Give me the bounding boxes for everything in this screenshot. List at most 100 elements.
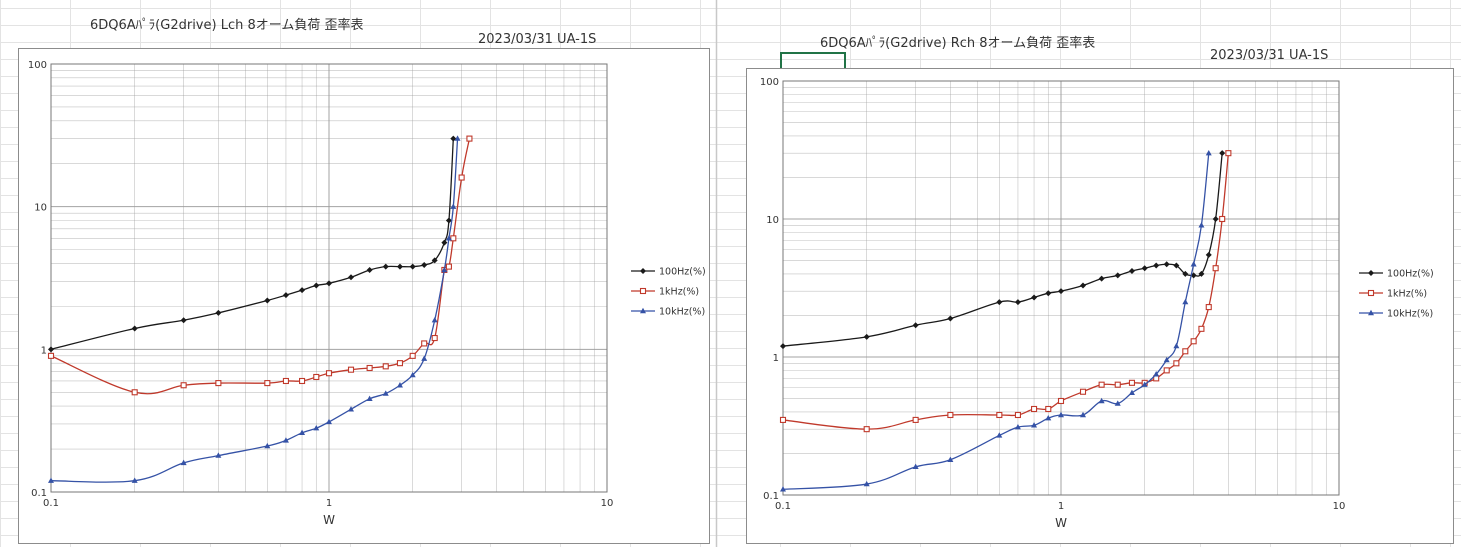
data-point-100hz <box>1114 272 1121 279</box>
data-point-100hz <box>1190 272 1197 279</box>
left-sheet-date: 2023/03/31 UA-1S <box>478 32 597 47</box>
legend-label-100hz: 100Hz(%) <box>1387 269 1434 280</box>
series-line-10khz <box>50 138 459 483</box>
data-point-10khz <box>780 486 786 492</box>
data-point-1khz <box>450 235 457 242</box>
legend-marker-100hz <box>1368 270 1374 276</box>
data-point-1khz <box>912 416 919 423</box>
data-point-100hz <box>996 299 1003 306</box>
data-point-1khz <box>1045 405 1052 413</box>
data-point-100hz <box>382 263 389 270</box>
x-tick-label: 10 <box>1333 501 1346 512</box>
series-line-100hz <box>50 138 454 350</box>
data-point-100hz <box>441 239 448 246</box>
data-point-10khz <box>48 477 54 483</box>
y-tick-label: 10 <box>34 203 47 214</box>
data-point-10khz <box>947 456 954 462</box>
data-point-1khz <box>1014 411 1021 419</box>
data-point-1khz <box>1098 381 1105 388</box>
y-tick-label: 0.1 <box>763 491 779 502</box>
data-point-1khz <box>180 382 187 389</box>
data-point-100hz <box>215 309 222 316</box>
data-point-1khz <box>1173 360 1180 367</box>
x-tick-label: 0.1 <box>775 501 791 512</box>
data-point-1khz <box>47 352 55 359</box>
data-point-10khz <box>348 406 355 412</box>
legend-item-100hz: 100Hz(%) <box>1359 269 1434 280</box>
data-point-10khz <box>409 371 416 378</box>
data-point-1khz <box>431 334 438 342</box>
data-point-100hz <box>450 135 457 142</box>
data-point-100hz <box>1205 251 1212 258</box>
data-point-100hz <box>780 343 786 350</box>
plot-grid <box>50 64 607 493</box>
legend-item-1khz: 1kHz(%) <box>631 287 699 298</box>
data-point-100hz <box>1031 294 1038 301</box>
x-tick-label: 1 <box>1058 501 1064 512</box>
series-10khz <box>48 135 461 483</box>
legend-item-1khz: 1kHz(%) <box>1359 289 1427 300</box>
data-point-100hz <box>1128 267 1135 274</box>
data-point-100hz <box>1219 150 1226 157</box>
data-point-10khz <box>431 317 438 323</box>
data-point-1khz <box>299 377 306 385</box>
data-point-10khz <box>421 355 428 361</box>
data-point-1khz <box>1079 388 1087 395</box>
data-point-10khz <box>282 437 289 443</box>
data-point-100hz <box>912 322 919 329</box>
data-point-10khz <box>313 425 320 431</box>
data-point-1khz <box>282 377 289 385</box>
data-point-1khz <box>779 416 787 423</box>
legend-item-10khz: 10kHz(%) <box>1359 309 1433 320</box>
data-point-10khz <box>1031 422 1038 428</box>
legend-marker-1khz <box>1367 289 1375 297</box>
y-tick-label: 10 <box>766 215 779 226</box>
data-point-10khz <box>1128 389 1135 396</box>
y-tick-label: 100 <box>760 77 779 88</box>
x-axis-label: W <box>1055 516 1067 530</box>
data-point-1khz <box>215 380 222 387</box>
data-point-1khz <box>1031 405 1038 413</box>
data-point-1khz <box>996 411 1003 419</box>
data-point-100hz <box>1058 288 1064 295</box>
data-point-1khz <box>1225 150 1232 157</box>
selected-cell[interactable] <box>780 52 846 68</box>
data-point-100hz <box>947 315 954 322</box>
series-1khz <box>779 150 1232 433</box>
data-point-100hz <box>348 274 355 281</box>
legend-label-10khz: 10kHz(%) <box>1387 309 1433 320</box>
data-point-100hz <box>366 266 373 273</box>
data-point-100hz <box>48 346 54 353</box>
y-tick-label: 1 <box>773 353 779 364</box>
series-100hz <box>780 150 1226 350</box>
data-point-100hz <box>421 262 428 269</box>
data-point-100hz <box>1182 270 1189 277</box>
data-point-1khz <box>409 352 416 359</box>
data-point-100hz <box>396 263 403 270</box>
data-point-10khz <box>1198 222 1205 228</box>
data-point-10khz <box>1014 423 1021 430</box>
data-point-10khz <box>450 203 457 209</box>
x-tick-label: 10 <box>601 498 614 509</box>
data-point-10khz <box>180 459 187 466</box>
data-point-10khz <box>1098 397 1105 404</box>
legend-item-100hz: 100Hz(%) <box>631 267 706 278</box>
data-point-10khz <box>1153 371 1160 377</box>
data-point-100hz <box>180 317 187 324</box>
data-point-10khz <box>326 418 332 425</box>
data-point-100hz <box>431 257 438 264</box>
data-point-100hz <box>282 292 289 299</box>
data-point-10khz <box>996 432 1003 438</box>
y-tick-label: 0.1 <box>31 488 47 499</box>
data-point-1khz <box>458 174 465 181</box>
data-point-1khz <box>421 340 428 347</box>
data-point-100hz <box>1014 299 1021 306</box>
legend-marker-1khz <box>639 287 647 295</box>
legend-item-10khz: 10kHz(%) <box>631 307 705 318</box>
data-point-10khz <box>445 235 452 241</box>
data-point-1khz <box>1128 379 1136 386</box>
